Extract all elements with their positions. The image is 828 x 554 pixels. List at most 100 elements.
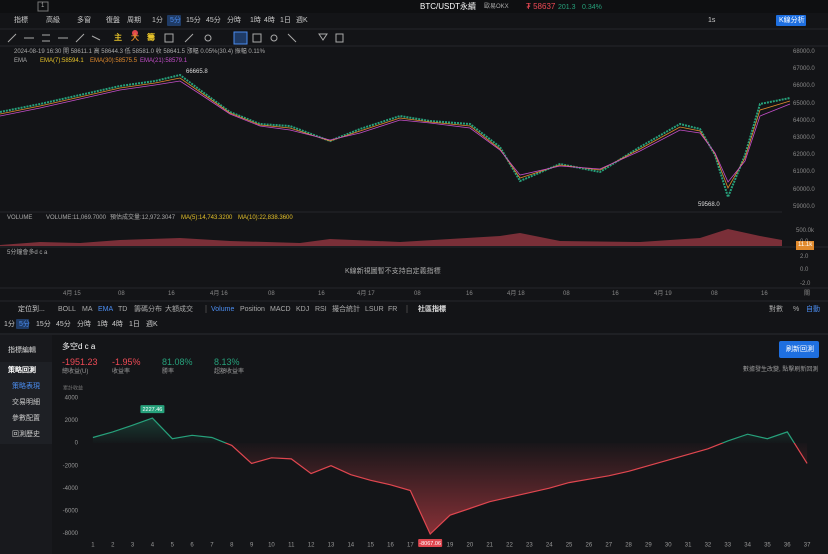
period-button[interactable]: 45分 — [56, 321, 71, 328]
sub-indicator[interactable]: Position — [240, 306, 265, 313]
drawing-tool[interactable]: 籌 — [147, 33, 155, 42]
drawing-tool[interactable]: 大 — [131, 33, 139, 42]
time-axis-label: 16 — [466, 291, 473, 297]
period-button[interactable]: 1日 — [280, 17, 291, 24]
period-button[interactable]: 15分 — [186, 17, 201, 24]
sidebar-item[interactable]: 策略回測 — [8, 367, 36, 374]
x-tick-label: 8 — [230, 543, 234, 549]
toolbar-item[interactable]: 高級 — [46, 17, 60, 24]
price-candles — [0, 73, 791, 200]
toolbar-item[interactable]: 指標 — [14, 17, 28, 24]
tab-box — [37, 1, 49, 12]
change-pct: 0.34% — [582, 4, 602, 11]
x-tick-label: 6 — [190, 543, 194, 549]
time-axis-label: 16 — [318, 291, 325, 297]
symbol: BTC/USDT永續 — [420, 2, 476, 11]
analysis-label[interactable]: K線分析 — [779, 17, 805, 24]
main-indicator[interactable]: BOLL — [58, 306, 76, 313]
period-button[interactable]: 1分 — [152, 17, 163, 24]
main-indicator[interactable]: 籌碼分布 — [134, 306, 162, 313]
period-button[interactable]: 分時 — [77, 321, 91, 328]
locate[interactable]: 定位到... — [18, 306, 45, 313]
axis-option[interactable]: % — [793, 306, 800, 313]
indicator-axis-label: 0.0 — [800, 267, 809, 273]
sidebar-subitem[interactable]: 交易明細 — [12, 399, 40, 406]
x-tick-label: 21 — [486, 543, 493, 549]
price-axis-label: 60000.0 — [793, 186, 815, 193]
stat-value: 81.08% — [162, 357, 193, 367]
volume-axis-label: 500.0k — [796, 228, 815, 234]
period-button[interactable]: 1分 — [4, 321, 15, 328]
stat-label: 收益率 — [112, 369, 131, 375]
drawing-tool[interactable]: 主 — [114, 33, 122, 42]
sidebar-subitem[interactable]: 回測歷史 — [12, 431, 40, 438]
drawing-icons — [7, 31, 344, 45]
period-button[interactable]: 45分 — [206, 17, 221, 24]
refresh-label[interactable]: 刷新回測 — [786, 346, 814, 353]
x-tick-label: 30 — [665, 543, 672, 549]
sub-indicator[interactable]: RSI — [315, 306, 327, 313]
x-tick-label: 35 — [764, 543, 771, 549]
main-indicator[interactable]: 大額成交 — [165, 306, 193, 313]
period-button[interactable]: 4時 — [112, 321, 123, 328]
period-button[interactable]: 5分 — [170, 17, 181, 24]
strategy-name: 多空d c a — [62, 342, 96, 351]
sidebar-subitem[interactable]: 策略表現 — [12, 383, 40, 390]
toolbar-item[interactable]: 周期 — [127, 17, 141, 24]
price-axis-label: 62000.0 — [793, 152, 815, 159]
low-label: 59568.0 — [698, 202, 720, 208]
sub-indicator[interactable]: KDJ — [296, 306, 310, 313]
toolbar-item[interactable]: 多窗 — [77, 17, 91, 24]
sidebar-item[interactable]: 指標編輯 — [8, 347, 36, 354]
community[interactable]: 社區指標 — [418, 306, 446, 313]
x-tick-label: 10 — [268, 543, 275, 549]
sub-indicator[interactable]: FR — [388, 306, 398, 313]
sub-indicator[interactable]: MACD — [270, 306, 291, 313]
toolbar-item[interactable]: 復盤 — [106, 17, 120, 24]
refresh-button[interactable] — [779, 341, 819, 358]
analysis-button[interactable] — [776, 15, 806, 26]
x-tick-label: 19 — [447, 543, 454, 549]
y-tick-label: 4000 — [65, 396, 79, 402]
x-tick-label: 26 — [586, 543, 593, 549]
main-indicator[interactable]: TD — [118, 306, 128, 313]
badge — [132, 30, 138, 36]
period-button[interactable]: 週K — [146, 321, 158, 328]
sidebar-subitem[interactable]: 參數配置 — [12, 415, 40, 422]
sub-indicator[interactable]: LSUR — [365, 306, 384, 313]
extreme-label: -8067.06 — [419, 541, 441, 547]
price-axis-label: 68000.0 — [793, 49, 815, 55]
period-button[interactable]: 週K — [296, 17, 308, 24]
sub-indicator[interactable]: 撮合統計 — [332, 306, 360, 313]
period-button[interactable]: 15分 — [36, 321, 51, 328]
time-axis-label: 16 — [761, 291, 768, 297]
period-button[interactable]: 4時 — [264, 17, 275, 24]
time-axis-toggle[interactable]: 關 — [804, 291, 811, 297]
sub-indicator[interactable]: Volume — [211, 306, 235, 313]
ema-line — [0, 80, 791, 183]
axis-option[interactable]: 對數 — [769, 306, 783, 313]
period-button[interactable]: 1時 — [250, 17, 261, 24]
x-tick-label: 27 — [605, 543, 612, 549]
x-tick-label: 13 — [328, 543, 335, 549]
price: ₮ 58637 — [526, 2, 556, 11]
period-button[interactable]: 5分 — [19, 321, 30, 328]
period-button[interactable]: 分時 — [227, 17, 241, 24]
speed[interactable]: 1s — [708, 17, 716, 24]
volume-value: MA(5):14,743.3200 — [181, 215, 233, 221]
period-button[interactable]: 1時 — [97, 321, 108, 328]
main-indicator[interactable]: EMA — [98, 306, 114, 313]
main-indicator[interactable]: MA — [82, 306, 93, 313]
time-axis-label: 4月 18 — [507, 291, 525, 297]
equity-line — [92, 417, 808, 536]
x-tick-label: 31 — [685, 543, 692, 549]
area-fill — [92, 418, 808, 534]
x-tick-label: 24 — [546, 543, 553, 549]
period-button[interactable]: 1日 — [129, 321, 140, 328]
x-tick-label: 37 — [804, 543, 811, 549]
time-axis-label: 08 — [414, 291, 421, 297]
price-axis-label: 65000.0 — [793, 100, 815, 107]
x-tick-label: 17 — [407, 543, 414, 549]
axis-option[interactable]: 自動 — [806, 306, 820, 313]
